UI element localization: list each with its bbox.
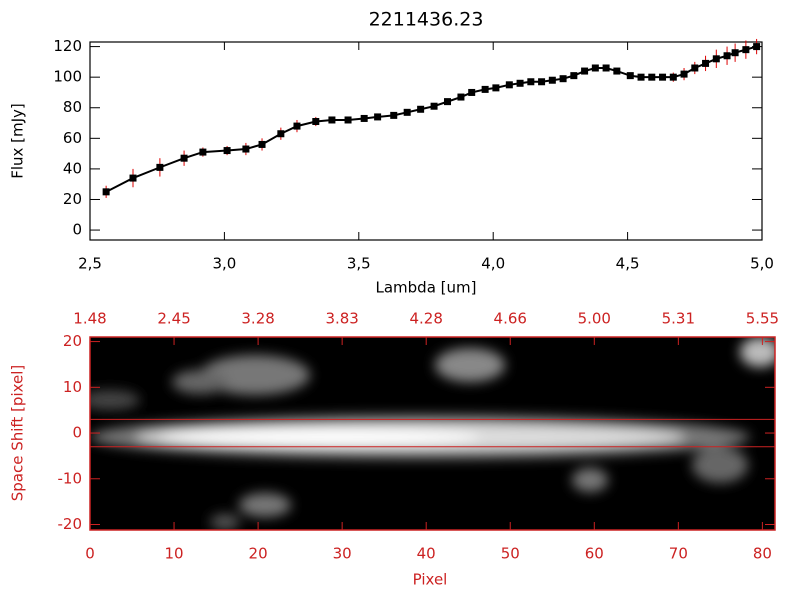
- top-tick-label: 2.45: [157, 310, 190, 328]
- top-tick-label: 5.31: [662, 310, 695, 328]
- data-point: [548, 76, 556, 84]
- y-tick-label: 100: [53, 68, 82, 86]
- top-tick-label: 4.28: [409, 310, 442, 328]
- data-point: [505, 81, 513, 89]
- top-tick-label: 1.48: [73, 310, 106, 328]
- data-point: [390, 111, 398, 119]
- data-point: [374, 113, 382, 121]
- data-point: [753, 43, 761, 51]
- y-tick-label: 20: [63, 332, 82, 350]
- data-point: [481, 85, 489, 93]
- data-point: [360, 114, 368, 122]
- data-point: [602, 64, 610, 72]
- data-point: [492, 84, 500, 92]
- y-tick-label: 120: [53, 37, 82, 55]
- data-point: [591, 64, 599, 72]
- data-point: [344, 116, 352, 124]
- x-tick-label: 30: [333, 545, 352, 563]
- x-axis-label: Lambda [um]: [376, 279, 477, 297]
- data-point: [742, 46, 750, 54]
- top-tick-label: 3.28: [241, 310, 274, 328]
- x-tick-label: 40: [417, 545, 436, 563]
- data-point: [613, 67, 621, 75]
- data-point: [691, 64, 699, 72]
- x-tick-label: 10: [165, 545, 184, 563]
- y-tick-label: 20: [63, 190, 82, 208]
- data-point: [626, 72, 634, 80]
- data-point: [430, 102, 438, 110]
- data-point: [538, 78, 546, 86]
- data-point: [417, 105, 425, 113]
- x-tick-label: 20: [249, 545, 268, 563]
- data-point: [669, 73, 677, 81]
- top-tick-label: 5.00: [578, 310, 611, 328]
- y-axis-label: Flux [mJy]: [9, 103, 27, 179]
- y-tick-label: -10: [58, 469, 83, 487]
- data-point: [516, 79, 524, 87]
- top-tick-label: 5.55: [746, 310, 779, 328]
- data-point: [293, 122, 301, 130]
- data-point: [328, 116, 336, 124]
- data-point: [223, 147, 231, 155]
- data-point: [242, 145, 250, 153]
- x-tick-label: 70: [669, 545, 688, 563]
- data-point: [680, 70, 688, 78]
- data-point: [312, 118, 320, 126]
- y-tick-label: 80: [63, 98, 82, 116]
- data-point: [258, 140, 266, 148]
- data-point: [559, 75, 567, 83]
- data-point: [659, 73, 667, 81]
- data-point: [403, 108, 411, 116]
- y-tick-label: 60: [63, 129, 82, 147]
- top-tick-label: 4.66: [494, 310, 527, 328]
- x-tick-label: 3,5: [347, 255, 371, 273]
- data-point: [129, 174, 137, 182]
- data-point: [199, 148, 207, 156]
- data-point: [702, 59, 710, 67]
- data-point: [581, 67, 589, 75]
- x-tick-label: 60: [585, 545, 604, 563]
- chart-title: 2211436.23: [369, 9, 484, 31]
- x-tick-label: 4,0: [481, 255, 505, 273]
- x-axis-label: Pixel: [413, 571, 448, 589]
- data-point: [527, 78, 535, 86]
- y-tick-label: 0: [72, 221, 82, 239]
- x-tick-label: 50: [501, 545, 520, 563]
- x-tick-label: 4,5: [616, 255, 640, 273]
- data-point: [102, 188, 110, 196]
- data-point: [637, 73, 645, 81]
- y-axis-label: Space Shift [pixel]: [9, 365, 27, 502]
- x-tick-label: 2,5: [78, 255, 102, 273]
- data-line: [105, 45, 757, 193]
- x-tick-label: 3,0: [212, 255, 236, 273]
- data-point: [444, 98, 452, 106]
- data-point: [712, 55, 720, 63]
- data-point: [180, 154, 188, 162]
- data-point: [156, 163, 164, 171]
- data-point: [731, 49, 739, 57]
- x-tick-label: 5,0: [750, 255, 774, 273]
- data-point: [648, 73, 656, 81]
- data-point: [277, 130, 285, 138]
- spectrum-image: [90, 337, 775, 530]
- x-tick-label: 0: [85, 545, 95, 563]
- x-tick-label: 80: [753, 545, 772, 563]
- data-point: [457, 93, 465, 101]
- plot-frame: [89, 41, 763, 241]
- top-tick-label: 3.83: [325, 310, 358, 328]
- y-tick-label: 0: [72, 424, 82, 442]
- data-point: [468, 88, 476, 96]
- y-tick-label: -20: [58, 515, 83, 533]
- y-tick-label: 40: [63, 159, 82, 177]
- y-tick-label: 10: [63, 378, 82, 396]
- data-point: [570, 72, 578, 80]
- data-point: [723, 52, 731, 60]
